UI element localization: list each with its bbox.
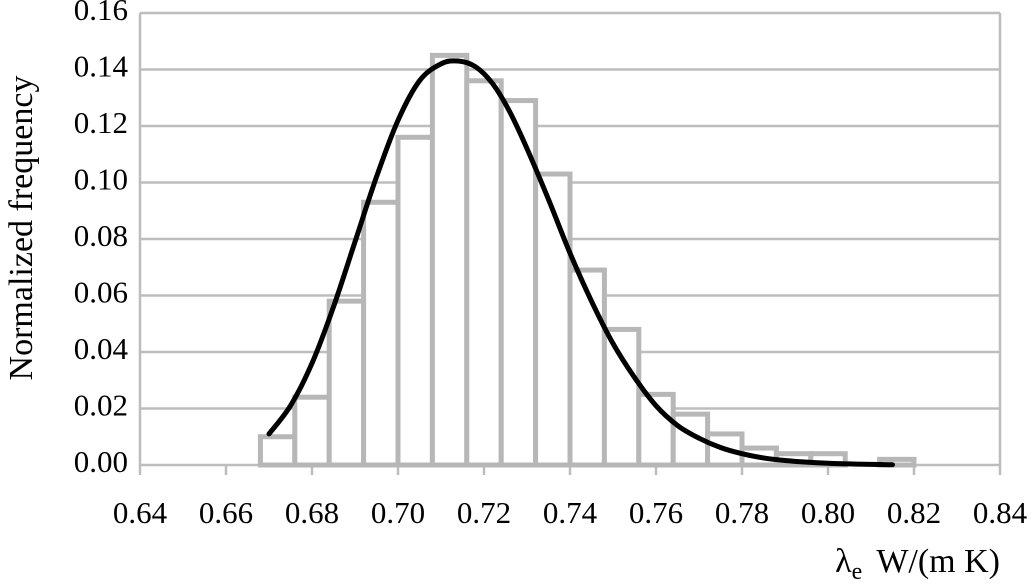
x-axis-subscript: e: [852, 559, 863, 585]
x-tick-label: 0.82: [887, 495, 941, 530]
histogram-bar: [567, 267, 607, 468]
y-tick-label: 0.00: [74, 444, 128, 479]
y-tick-label: 0.06: [74, 275, 128, 310]
fit-curve: [266, 58, 895, 468]
histogram-bars: [257, 52, 917, 468]
x-axis-symbol: λ: [835, 543, 852, 580]
histogram-bar: [292, 394, 332, 468]
x-tick-label: 0.84: [973, 495, 1028, 530]
x-tick-label: 0.66: [199, 495, 253, 530]
x-tick-label: 0.70: [371, 495, 425, 530]
histogram-bar: [361, 199, 401, 468]
fit-curve-layer: [266, 58, 895, 468]
y-tick-label: 0.08: [74, 218, 128, 253]
x-tick-label: 0.68: [285, 495, 339, 530]
histogram-bar: [326, 298, 367, 468]
y-tick-label: 0.14: [74, 49, 129, 84]
x-tick-label: 0.78: [715, 495, 769, 530]
y-tick-label: 0.10: [74, 162, 128, 197]
x-tick-label: 0.74: [543, 495, 598, 530]
y-tick-label: 0.02: [74, 388, 128, 423]
y-axis-title: Normalized frequency: [3, 76, 40, 381]
x-tick-labels: 0.64 0.66 0.68 0.70 0.72 0.74 0.76 0.78 0.80 0.82…: [113, 495, 1028, 530]
histogram-bar: [429, 52, 470, 468]
histogram-bar: [533, 171, 573, 468]
x-axis-title: λe W/(m K): [835, 543, 1000, 585]
y-tick-label: 0.16: [74, 0, 128, 27]
histogram-bar: [464, 78, 504, 468]
y-tick-label: 0.12: [74, 105, 128, 140]
x-tick-label: 0.80: [801, 495, 855, 530]
histogram-bar: [395, 134, 435, 468]
histogram-bar: [257, 434, 298, 468]
y-tick-labels: 0.00 0.02 0.04 0.06 0.08 0.10 0.12 0.14 0.16: [74, 0, 129, 479]
x-tick-label: 0.76: [629, 495, 683, 530]
histogram-bar: [601, 326, 642, 468]
x-tick-label: 0.72: [457, 495, 511, 530]
y-tick-label: 0.04: [74, 331, 129, 366]
x-axis-unit: W/(m K): [876, 543, 1000, 580]
x-tick-label: 0.64: [113, 495, 168, 530]
